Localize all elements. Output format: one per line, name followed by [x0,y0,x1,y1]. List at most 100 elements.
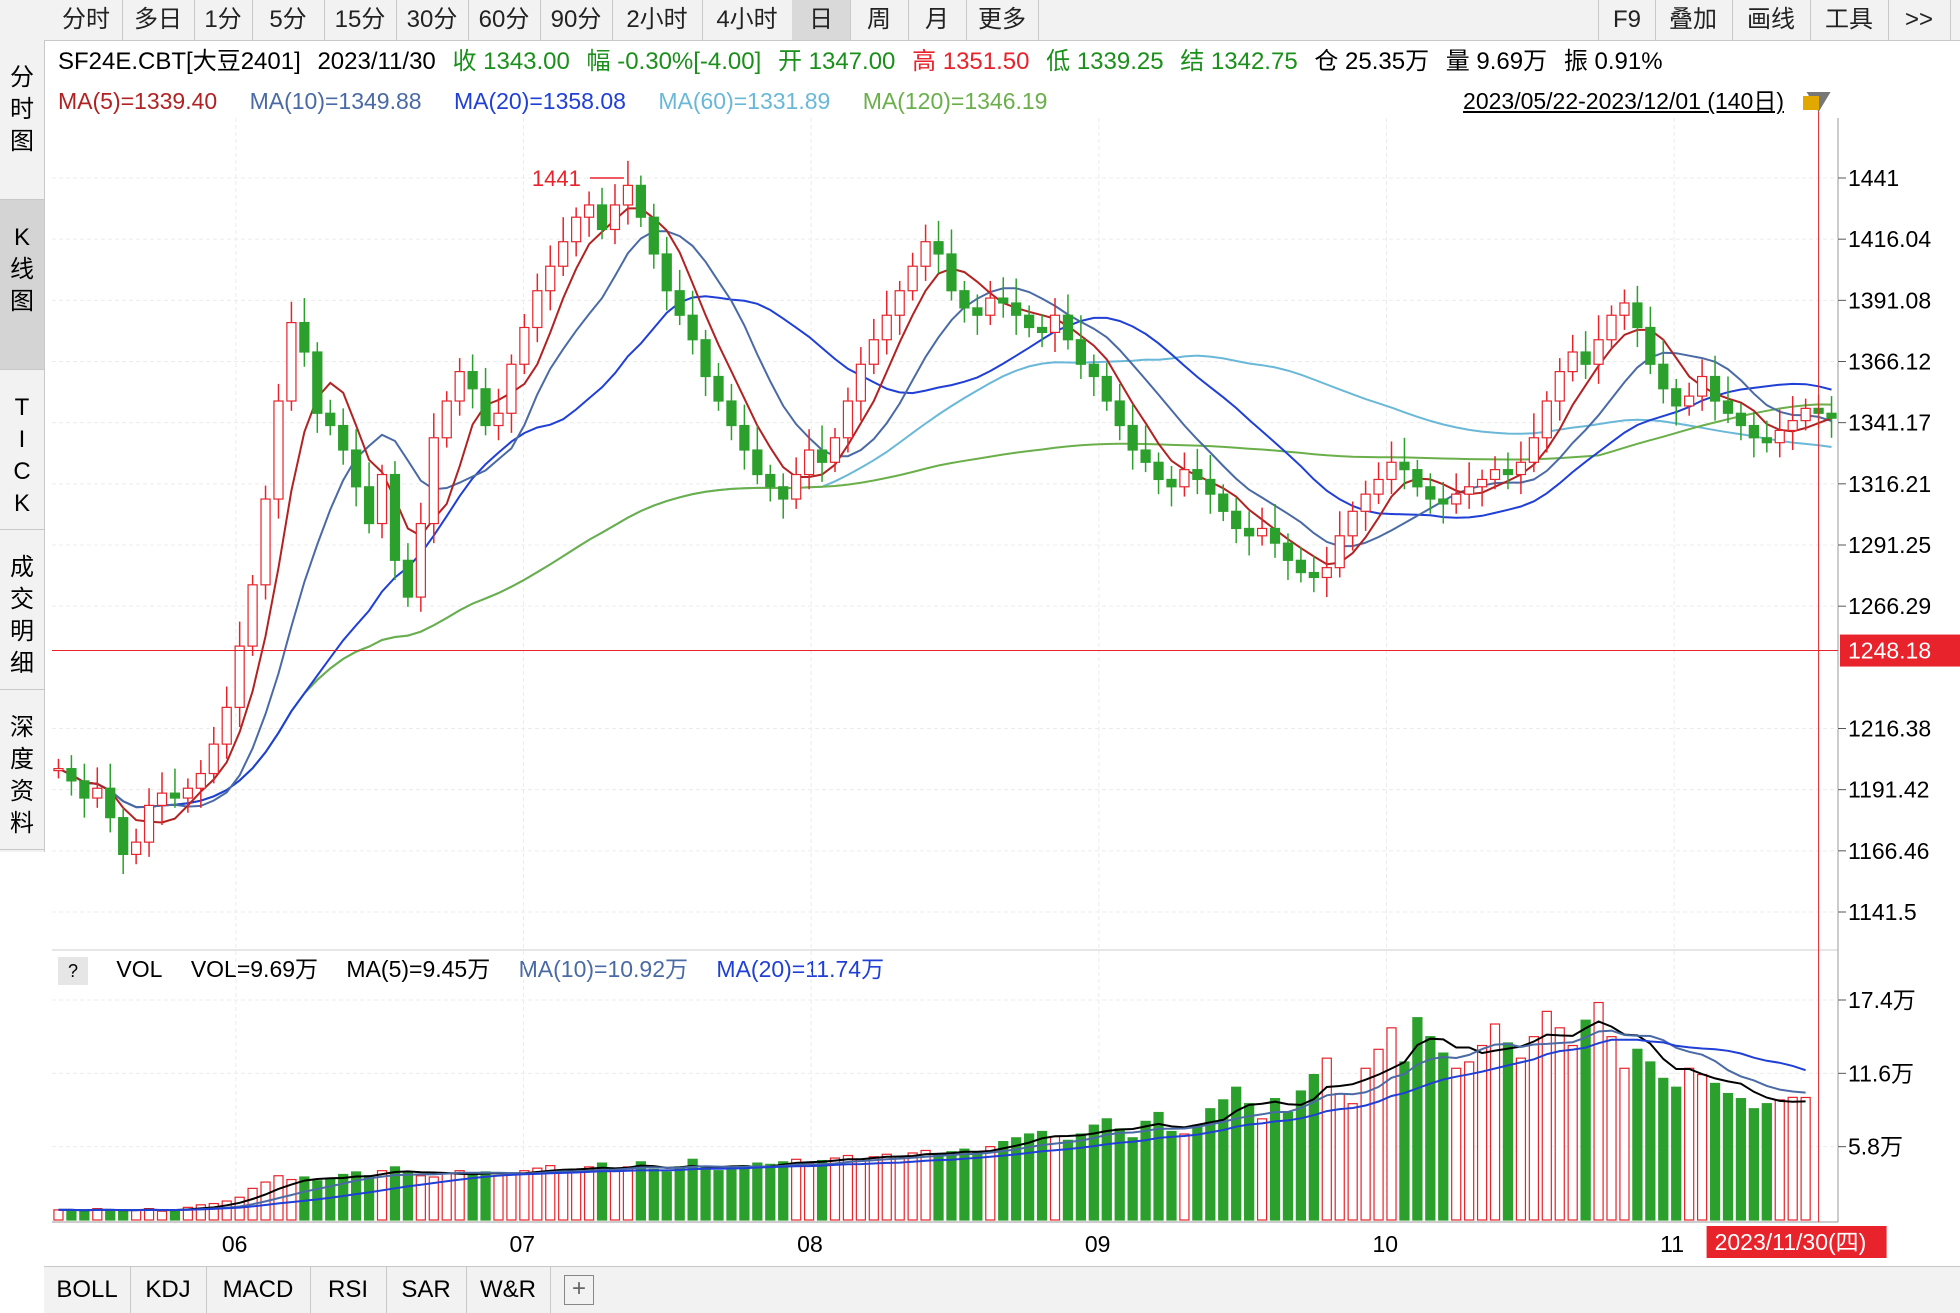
toolbar-right-1[interactable]: 叠加 [1654,0,1733,40]
timeframe-tab-0[interactable]: 分时 [50,0,123,40]
settle-label: 结 1342.75 [1180,48,1298,75]
timeframe-tab-2[interactable]: 1分 [194,0,253,40]
indicator-tab-bar: BOLL KDJ MACD RSI SAR W&R + [44,1266,1960,1313]
low-label: 低 1339.25 [1046,48,1164,75]
timeframe-tab-13[interactable]: 更多 [966,0,1039,40]
volume-bar [156,1210,168,1221]
candle-body [907,265,918,292]
volume-bar [791,1158,802,1221]
candle-body [1023,314,1035,329]
volume-bar [1580,1019,1591,1221]
candle-body [1244,527,1255,537]
candle-body [868,339,879,365]
indicator-tab-kdj[interactable]: KDJ [130,1267,207,1313]
sidebar-tab-4[interactable]: 深 度 资 料 [0,690,44,850]
volume-bar [1541,1010,1552,1221]
candle-body [1619,302,1630,316]
date-range-label[interactable]: 2023/05/22-2023/12/01 (140日) [1463,88,1784,114]
volume-bar [868,1156,879,1221]
candle-body [363,486,375,525]
candle-body [622,184,634,206]
candle-body [959,290,970,309]
volume-bar [1011,1137,1022,1221]
timeframe-tab-1[interactable]: 多日 [122,0,195,40]
timeframe-tab-12[interactable]: 月 [908,0,967,40]
candle-body [1425,486,1436,500]
volume-bar [1658,1077,1669,1221]
volume-bar [959,1148,970,1221]
volume-bar [1256,1118,1268,1221]
candle-body [571,216,582,243]
candle-body [1451,493,1462,505]
candle-body [1800,407,1811,422]
volume-bar [1412,1017,1423,1221]
candle-body [1347,510,1358,537]
volume-bar [376,1170,388,1221]
timeframe-tab-11[interactable]: 周 [850,0,909,40]
ma60-line [58,354,1832,809]
volume-bar [118,1210,129,1221]
candle-body [389,473,401,561]
cursor-date-label: 2023/11/30(四) [1715,1229,1867,1255]
sidebar-tab-0[interactable]: 分 时 图 [0,40,44,200]
candle-body [66,768,77,782]
volume-bar [1192,1124,1203,1221]
toolbar-right-2[interactable]: 画线 [1732,0,1811,40]
volume-bar [1088,1124,1099,1221]
volume-bar [1722,1092,1734,1221]
volume-bar [1179,1133,1190,1221]
indicator-tab-macd[interactable]: MACD [206,1267,311,1313]
volume-bar [920,1149,931,1221]
volume-bar [1062,1139,1074,1221]
toolbar-right-3[interactable]: 工具 [1810,0,1889,40]
volume-bar [1244,1103,1255,1221]
volume-bar [428,1176,439,1221]
volume-bar [92,1208,103,1221]
candle-body [803,449,815,476]
candle-body [1386,461,1397,481]
timeframe-tab-7[interactable]: 90分 [540,0,613,40]
price-tick-label: 1191.42 [1848,777,1929,803]
timeframe-tab-6[interactable]: 60分 [468,0,541,40]
timeframe-tab-10[interactable]: 日 [792,0,851,40]
add-indicator-button[interactable]: + [564,1275,594,1305]
sidebar-tab-2[interactable]: T I C K [0,370,44,530]
indicator-tab-rsi[interactable]: RSI [310,1267,387,1313]
volume-bar [972,1152,983,1221]
volume-bar [765,1163,776,1221]
candle-body [1438,498,1449,505]
volume-bar [674,1166,685,1221]
indicator-tab-boll[interactable]: BOLL [44,1267,131,1313]
volume-bar [687,1158,698,1221]
vol-ma10: MA(10)=10.92万 [518,956,689,982]
volume-bar [1476,1044,1488,1221]
candle-body [1684,395,1695,407]
sidebar-tab-1[interactable]: K 线 图 [0,200,44,370]
indicator-tab-wandr[interactable]: W&R [466,1267,551,1313]
volume-bar [700,1166,711,1221]
open-label: 开 1347.00 [777,48,896,75]
candle-body [1269,527,1281,544]
candle-body [1671,388,1682,407]
candle-body [1101,375,1112,402]
toolbar-right-0[interactable]: F9 [1598,0,1656,40]
timeframe-tab-4[interactable]: 15分 [324,0,397,40]
candle-body [661,253,672,292]
candle-body [105,787,116,819]
candle-body [1658,363,1669,390]
toolbar-right-4[interactable]: >> [1888,0,1951,40]
kline-chart[interactable]: 1441 1416.04 1391.08 1366.12 1341.17 1316.21 1… [0,0,1960,1266]
candle-body [143,804,155,843]
volume-bar [545,1165,556,1221]
timeframe-tab-5[interactable]: 30分 [396,0,469,40]
candle-body [402,559,414,598]
timeframe-tab-3[interactable]: 5分 [252,0,325,40]
vol-value: VOL=9.69万 [190,956,319,982]
candle-body [351,449,362,488]
candle-body [53,768,64,772]
help-button[interactable]: ? [58,957,88,985]
timeframe-tab-8[interactable]: 2小时 [612,0,703,40]
indicator-tab-sar[interactable]: SAR [386,1267,467,1313]
sidebar-tab-3[interactable]: 成 交 明 细 [0,530,44,690]
volume-bar [1438,1052,1449,1221]
